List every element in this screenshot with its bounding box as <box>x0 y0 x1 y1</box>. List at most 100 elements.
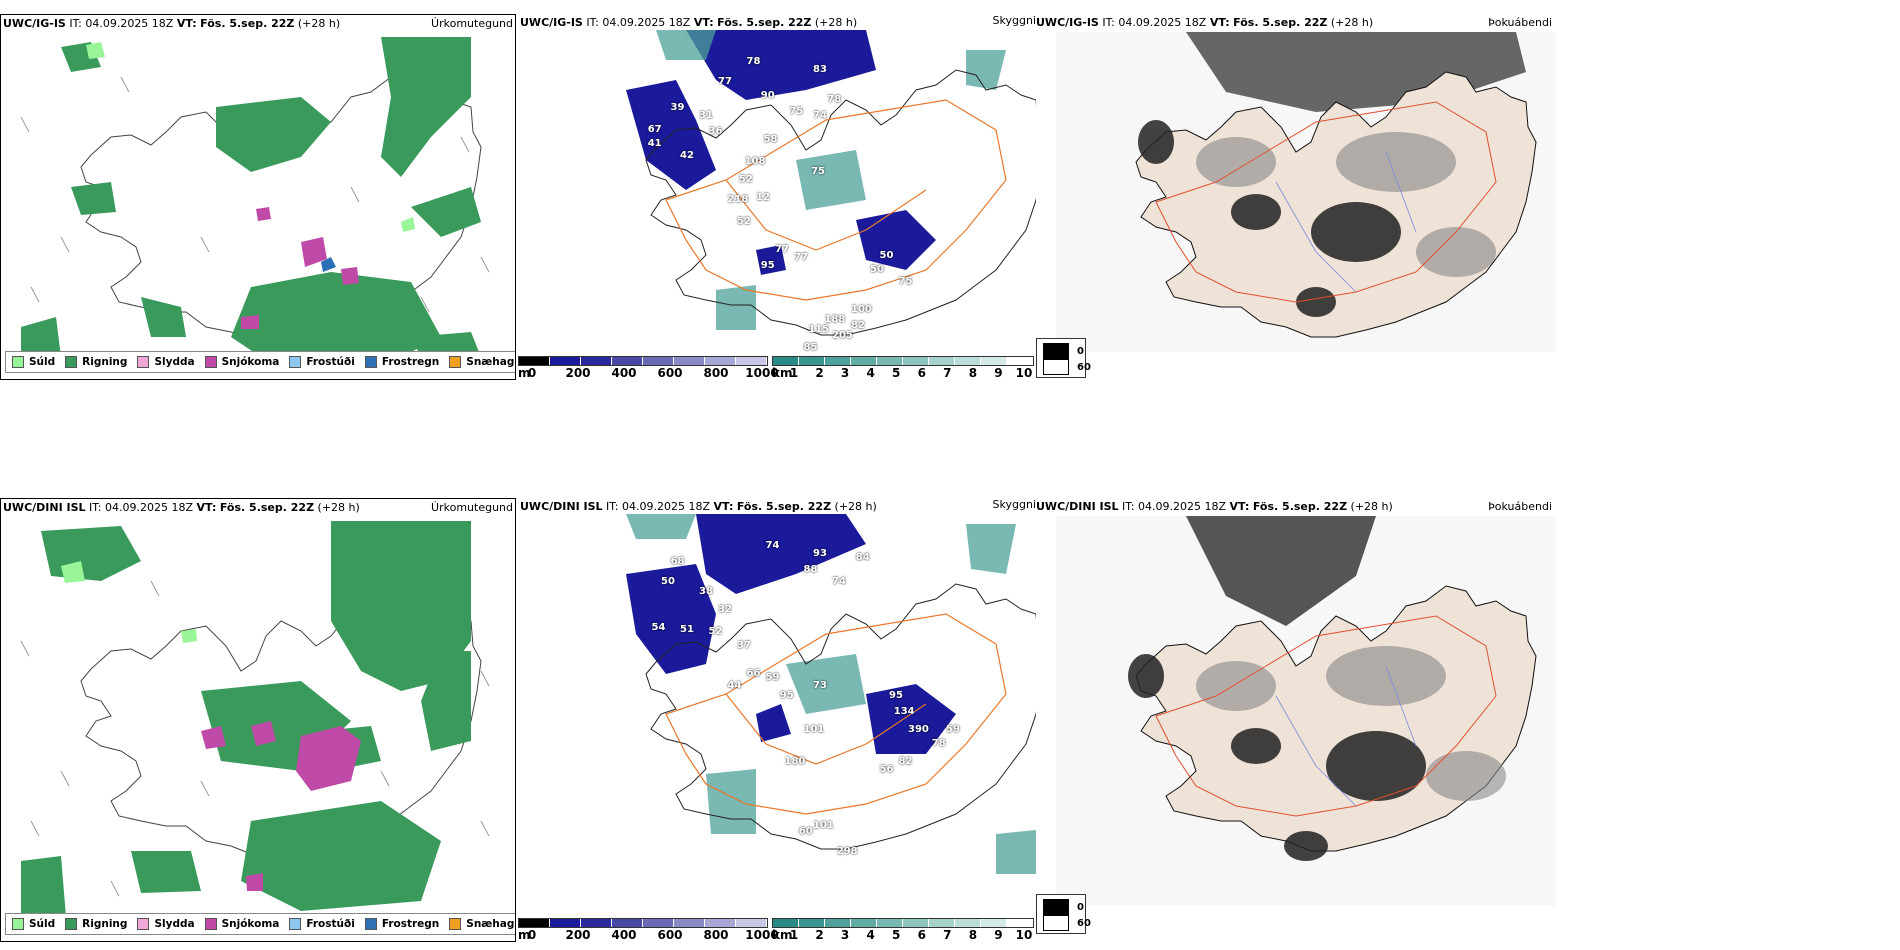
colorbar-tick: 5 <box>892 928 901 942</box>
visibility-value: 52 <box>708 626 723 637</box>
colorbar-segment <box>581 919 612 927</box>
panel-title: Skyggni <box>992 14 1036 27</box>
legend-swatch <box>289 918 302 930</box>
panel-header: UWC/IG-IS IT: 04.09.2025 18Z VT: Fös. 5.… <box>3 17 341 30</box>
legend-item: Snjókoma <box>204 356 280 368</box>
visibility-value: 74 <box>813 110 827 121</box>
panel-title: Úrkomutegund <box>431 501 513 514</box>
legend-item: Frostregn <box>364 356 439 368</box>
colorbar-tick: 1000 <box>745 366 779 380</box>
precip-map <box>20 37 490 357</box>
colorbar-tick: 200 <box>565 928 591 942</box>
colorbar-segment <box>929 919 955 927</box>
colorbar-tick: 1000 <box>745 928 779 942</box>
legend-label: Snjókoma <box>221 356 280 368</box>
colorbar-tick: 200 <box>565 366 591 380</box>
colorbar-tick: 800 <box>703 928 729 942</box>
legend-item: Frostúði <box>289 356 355 368</box>
panel-header: UWC/DINI ISL IT: 04.09.2025 18Z VT: Fös.… <box>3 501 360 514</box>
visibility-value: 60 <box>798 826 813 837</box>
legend-item: Slydda <box>137 918 195 930</box>
colorbar-segment <box>877 919 903 927</box>
colorbar-segment <box>799 919 825 927</box>
precip-map <box>20 521 490 917</box>
colorbar-tick: 9 <box>994 366 1003 380</box>
visibility-value: 134 <box>893 706 915 717</box>
colorbar-tick: 9 <box>994 928 1003 942</box>
legend-swatch <box>289 356 302 368</box>
visibility-value: 50 <box>661 576 675 587</box>
colorbar-segment <box>955 919 981 927</box>
visibility-value: 44 <box>727 680 742 691</box>
visibility-value: 82 <box>851 320 865 331</box>
colorbar-tick: 0 <box>527 928 537 942</box>
visibility-value: 78 <box>931 738 946 749</box>
colorbar-tick: 6 <box>917 366 926 380</box>
colorbar-tick: 2 <box>815 366 824 380</box>
colorbar-tick: 5 <box>892 366 901 380</box>
fog-panel-top: UWC/IG-IS IT: 04.09.2025 18Z VT: Fös. 5.… <box>1036 14 1556 380</box>
legend-swatch <box>12 918 24 930</box>
colorbar-tick: 3 <box>840 366 850 380</box>
visibility-value: 51 <box>680 624 694 635</box>
colorbar-segment <box>773 919 799 927</box>
legend-swatch <box>137 918 150 930</box>
colorbar-segment <box>877 357 903 365</box>
visibility-value: 59 <box>946 724 960 735</box>
legend-label: Snæhagl <box>466 356 516 368</box>
legend-label: Frostúði <box>306 918 355 930</box>
colorbar-tick: 600 <box>657 366 683 380</box>
visibility-value: 74 <box>765 540 780 551</box>
colorbar-tick: 10 <box>1015 366 1033 380</box>
panel-title: Skyggni <box>992 498 1036 511</box>
visibility-value: 82 <box>898 756 913 767</box>
legend-item: Rigning <box>65 356 127 368</box>
visibility-value: 56 <box>879 764 894 775</box>
fog-panel-bottom: UWC/DINI ISL IT: 04.09.2025 18Z VT: Fös.… <box>1036 498 1556 942</box>
precip-legend: Súld Rigning Slydda Snjókoma Frostúði Frostre… <box>5 913 515 935</box>
visibility-value: 50 <box>879 250 894 261</box>
legend-swatch <box>137 356 150 368</box>
visibility-value: 37 <box>737 640 751 651</box>
colorbar-tick: 8 <box>968 928 978 942</box>
visibility-value: 90 <box>760 90 775 101</box>
visibility-value: 180 <box>784 756 806 767</box>
colorbar-segment <box>1007 357 1033 365</box>
visibility-value: 32 <box>718 604 732 615</box>
visibility-value: 188 <box>824 314 846 325</box>
fog-map <box>1056 32 1556 352</box>
visibility-value: 298 <box>836 846 858 857</box>
panel-title: Þokuábendi <box>1488 16 1552 29</box>
visibility-value: 83 <box>813 64 827 75</box>
visibility-value: 77 <box>775 244 789 255</box>
colorbar-segment <box>1007 919 1033 927</box>
visibility-value: 58 <box>763 134 778 145</box>
colorbar-tick: 0 <box>527 366 537 380</box>
legend-swatch <box>65 918 78 930</box>
visibility-panel-top: UWC/IG-IS IT: 04.09.2025 18Z VT: Fös. 5.… <box>516 14 1036 380</box>
legend-item: Snæhagl <box>449 918 515 930</box>
colorbar-segment <box>705 357 736 365</box>
colorbar-segment <box>903 357 929 365</box>
panel-header: UWC/DINI ISL IT: 04.09.2025 18Z VT: Fös.… <box>520 500 877 513</box>
colorbar-segment <box>519 919 550 927</box>
legend-label: Súld <box>29 356 56 368</box>
visibility-value: 74 <box>832 576 846 587</box>
legend-label: Frostregn <box>381 918 440 930</box>
visibility-value: 95 <box>889 690 903 701</box>
visibility-value: 88 <box>803 564 818 575</box>
legend-swatch <box>12 356 24 368</box>
colorbar-tick: 4 <box>866 928 875 942</box>
visibility-value: 85 <box>803 342 818 353</box>
colorbar-segment <box>903 919 929 927</box>
precip-panel-top: UWC/IG-IS IT: 04.09.2025 18Z VT: Fös. 5.… <box>0 14 516 380</box>
visibility-value: 390 <box>908 724 929 735</box>
colorbar-tick: 8 <box>968 366 978 380</box>
colorbar-tick: 1 <box>789 366 799 380</box>
legend-item: Súld <box>12 918 55 930</box>
precip-panel-bottom: UWC/DINI ISL IT: 04.09.2025 18Z VT: Fös.… <box>0 498 516 942</box>
visibility-value: 77 <box>718 76 732 87</box>
visibility-value: 31 <box>699 110 713 121</box>
colorbar-tick: 10 <box>1015 928 1033 942</box>
colorbar-tick: 6 <box>917 928 926 942</box>
